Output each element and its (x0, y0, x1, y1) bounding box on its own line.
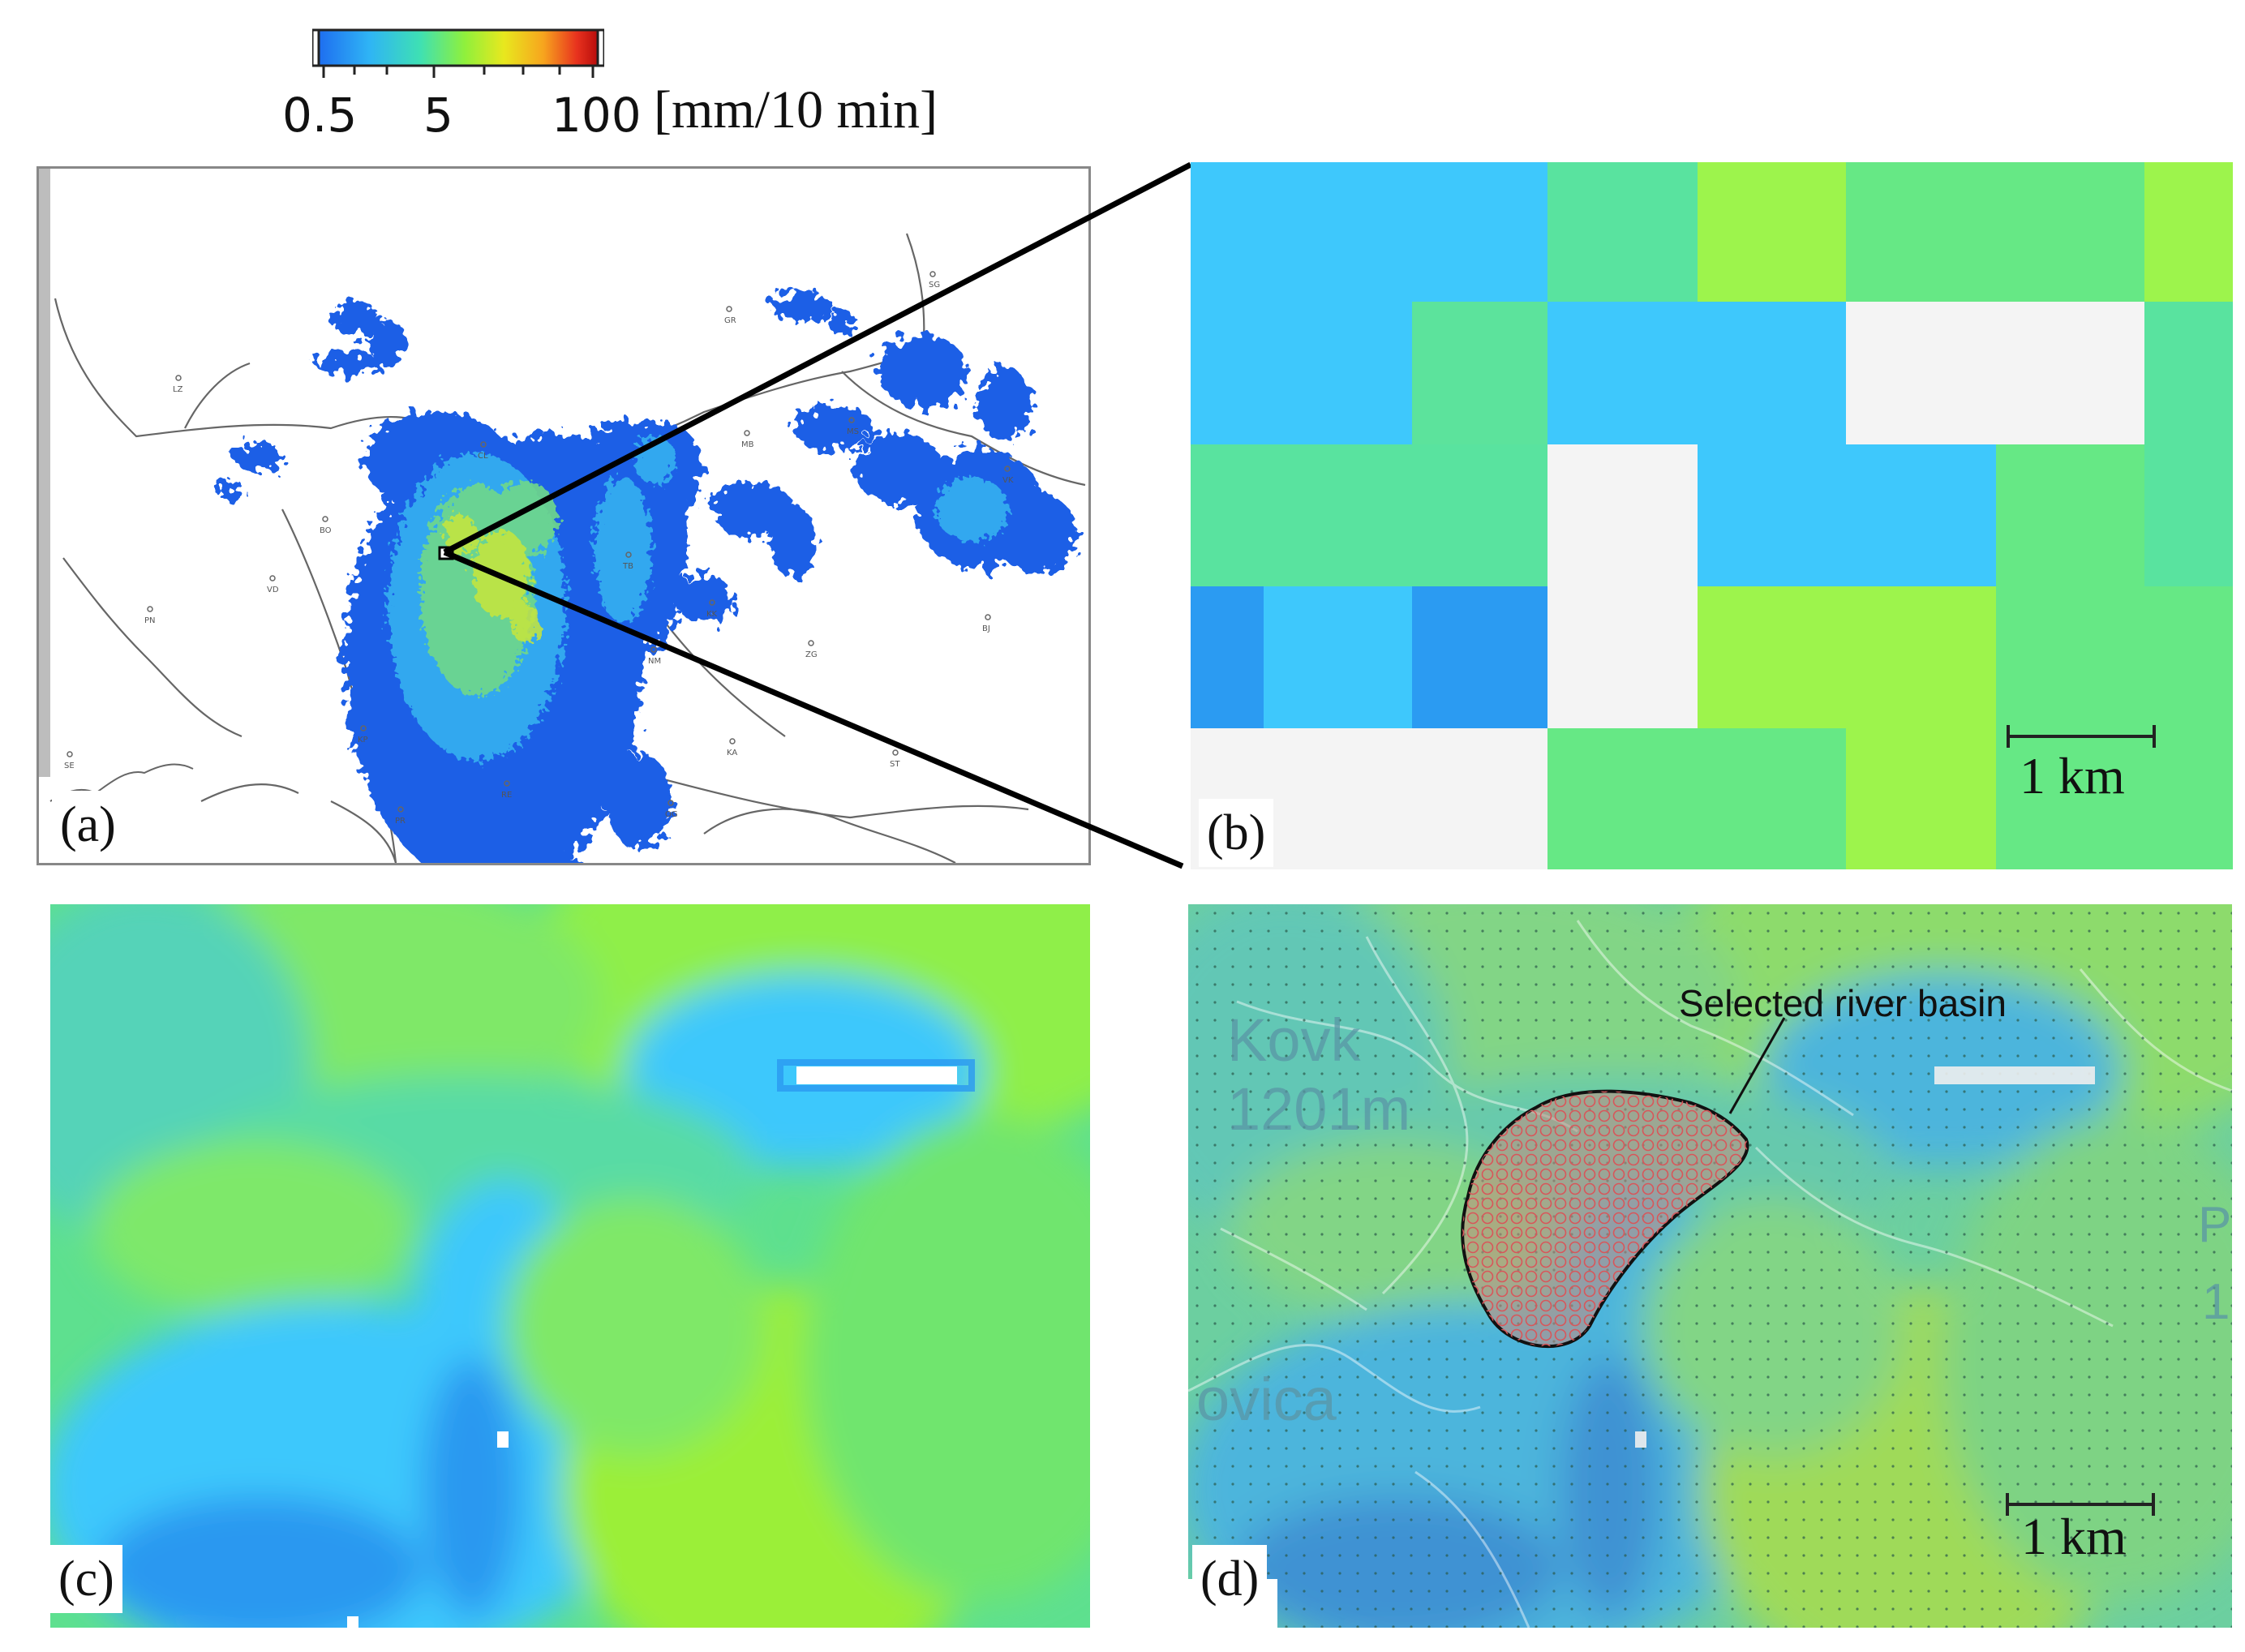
station-label: KK (706, 610, 718, 619)
colorbar-tick-label: 100 (552, 88, 642, 143)
station-label: ZG (805, 650, 818, 659)
panel-a-label: (a) (52, 791, 124, 859)
field-gap-pixel (497, 1431, 509, 1448)
station-label: MB (741, 440, 754, 449)
colorbar-ticks (322, 67, 595, 78)
field-gap-pixel (1635, 1431, 1646, 1448)
map-place-name: P (2198, 1197, 2232, 1253)
station-label: TB (622, 562, 633, 571)
station-label: SG (929, 281, 940, 290)
station-label: NM (648, 657, 661, 666)
field-gap-bar (1934, 1066, 2095, 1084)
station-label: VD (267, 586, 279, 594)
map-place-name: Kovk (1227, 1006, 1361, 1074)
colorbar-gradient (312, 28, 604, 67)
map-place-name: 1 (2202, 1274, 2230, 1330)
interpolated-field-svg (50, 904, 1090, 1628)
station-label: GR (724, 316, 736, 325)
panel-d-label: (d) (1192, 1545, 1268, 1613)
pixel-grid (1191, 162, 2233, 869)
pixel-grid-svg (1191, 162, 2233, 869)
field-blobs (50, 904, 1090, 1628)
station-label: LZ (173, 385, 183, 394)
panel-c-label: (c) (50, 1545, 122, 1613)
panel-b-label: (b) (1199, 799, 1274, 867)
station-label: SE (64, 762, 75, 770)
scale-bar (2007, 725, 2156, 748)
station-label: VK (1002, 476, 1014, 485)
colorbar-tick-label: 5 (423, 88, 453, 143)
station-label: CL (478, 452, 488, 461)
radar-map-svg: SG GR LZ MS MB CL VK BO TB VD PN KK BJ N… (39, 169, 1086, 863)
colorbar (312, 28, 604, 78)
station-label: BJ (982, 624, 990, 633)
panel-b-radar-pixels (1191, 162, 2233, 869)
scale-bar (2006, 1493, 2155, 1516)
station-label: BO (320, 526, 332, 535)
station-label: RE (501, 791, 512, 800)
zoom-box (438, 546, 454, 560)
field-gap-bar (796, 1066, 957, 1084)
station-label: MS (847, 427, 859, 436)
colorbar-unit: [mm/10 min] (654, 80, 938, 139)
map-place-name: ovica (1196, 1366, 1337, 1433)
panel-a-radar-map: SG GR LZ MS MB CL VK BO TB VD PN KK BJ N… (36, 166, 1091, 865)
panel-d-river-basin-map: Kovk 1201m ovica P 1 Selected river basi… (1188, 904, 2232, 1628)
station-label: PN (144, 616, 156, 625)
station-label: ST (890, 760, 900, 769)
panel-d-scale-label: 1 km (2021, 1508, 2127, 1565)
map-elevation: 1201m (1227, 1075, 1411, 1143)
annotation-leader (1728, 1017, 1786, 1114)
river-basin-annotation: Selected river basin (1679, 982, 2007, 1024)
station-label: KP (358, 736, 368, 744)
colorbar-tick-label: 0.5 (282, 88, 358, 143)
panel-c-interpolated-field (50, 904, 1090, 1628)
panel-b-scale-label: 1 km (2020, 747, 2125, 805)
station-label: OG (665, 810, 678, 819)
station-label: PR (395, 817, 406, 826)
station-label: KA (727, 749, 737, 757)
river-basin-svg (1188, 904, 2232, 1628)
